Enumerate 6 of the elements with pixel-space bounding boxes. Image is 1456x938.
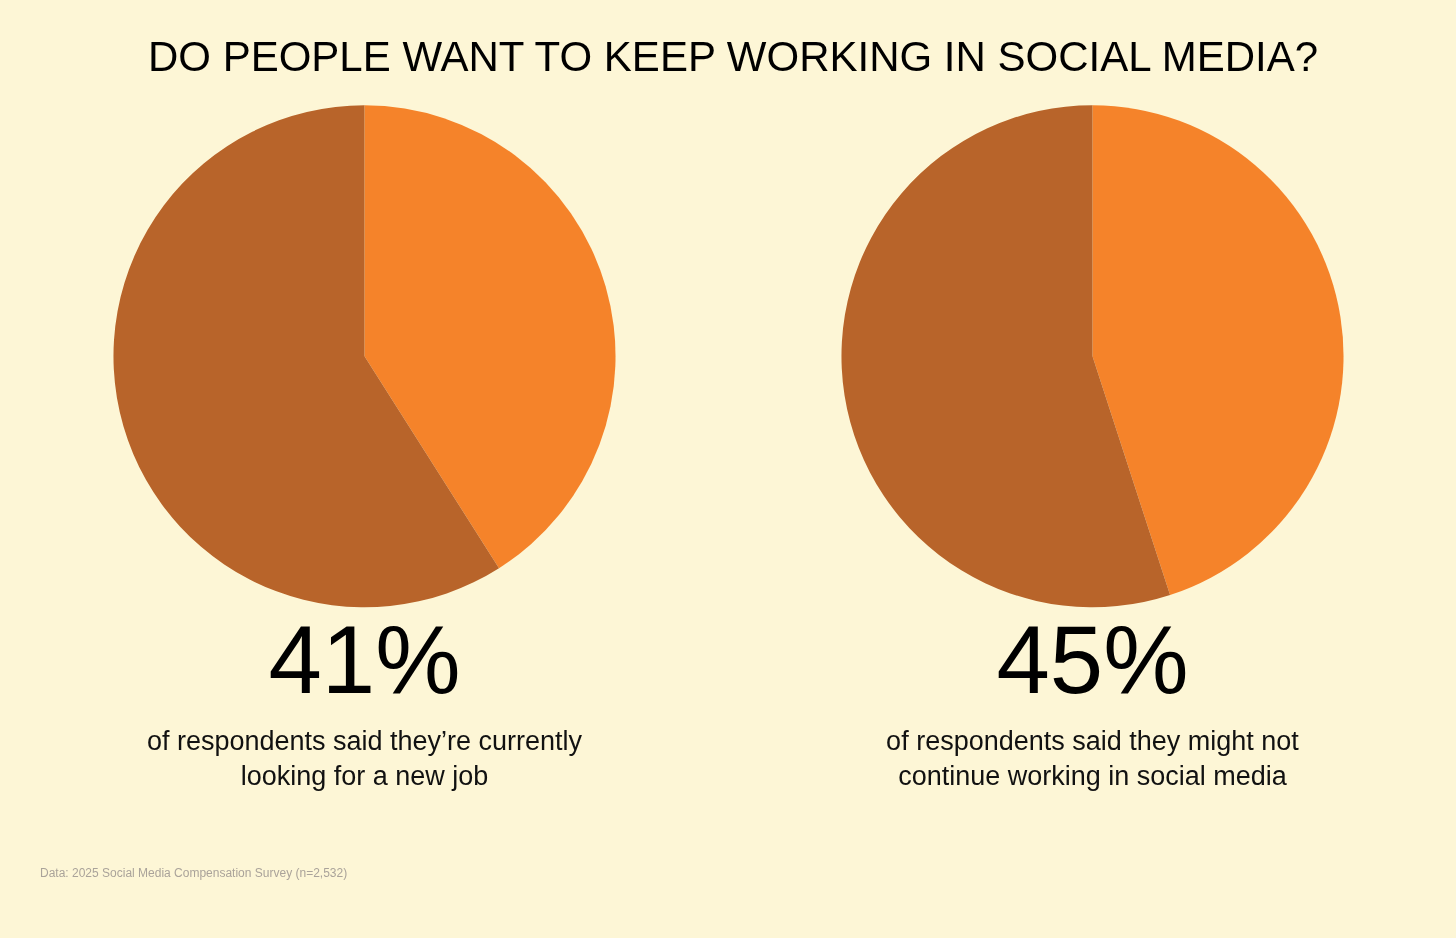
text: 45% [996,605,1189,713]
text: DO PEOPLE WANT TO KEEP WORKING IN SOCIAL MEDIA? [147,32,1319,82]
text: 41% [268,605,461,713]
text: Data: 2025 Social Media Compensation Survey (n=2,532) [40,865,348,882]
text: of respondents said they might not continue working in social media [886,726,1300,791]
text: of respondents said they’re currently looking for a new job [146,726,583,791]
